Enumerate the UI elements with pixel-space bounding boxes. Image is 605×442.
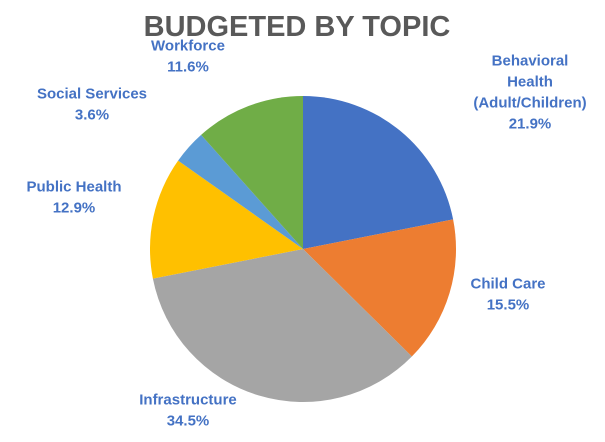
pie-labels: Behavioral Health (Adult/Children) 21.9% Chi… [26, 38, 586, 430]
slice-name: (Adult/Children) [473, 95, 586, 112]
slice-percent: 12.9% [53, 200, 96, 217]
slice-label-child-care: Child Care 15.5% [470, 276, 545, 314]
slice-name: Health [507, 74, 553, 91]
slice-percent: 3.6% [75, 107, 109, 124]
pie-slices [149, 96, 457, 403]
slice-label-social-services: Social Services 3.6% [37, 86, 147, 124]
pie-slice-social-services [178, 134, 303, 249]
slice-percent: 21.9% [509, 116, 552, 133]
slice-label-workforce: Workforce 11.6% [151, 38, 225, 76]
slice-name: Child Care [470, 276, 545, 293]
slice-label-behavioral-health-adult-children: Behavioral Health (Adult/Children) 21.9% [473, 53, 586, 133]
slice-percent: 11.6% [167, 59, 209, 76]
pie-slice-workforce [201, 96, 303, 249]
slice-name: Social Services [37, 86, 147, 103]
slice-percent: 34.5% [167, 413, 210, 430]
pie-slice-infrastructure [152, 249, 412, 403]
pie-slice-behavioral-health-adult-children [303, 96, 454, 249]
chart-title: BUDGETED BY TOPIC [144, 11, 451, 43]
pie-slice-public-health [149, 160, 303, 279]
slice-label-public-health: Public Health 12.9% [26, 179, 121, 217]
slice-label-infrastructure: Infrastructure 34.5% [139, 392, 237, 430]
pie-slice-child-care [303, 219, 457, 357]
slice-name: Workforce [151, 38, 225, 55]
slice-name: Behavioral [492, 53, 569, 70]
slice-name: Infrastructure [139, 392, 237, 409]
slice-percent: 15.5% [487, 297, 530, 314]
slice-name: Public Health [26, 179, 121, 196]
